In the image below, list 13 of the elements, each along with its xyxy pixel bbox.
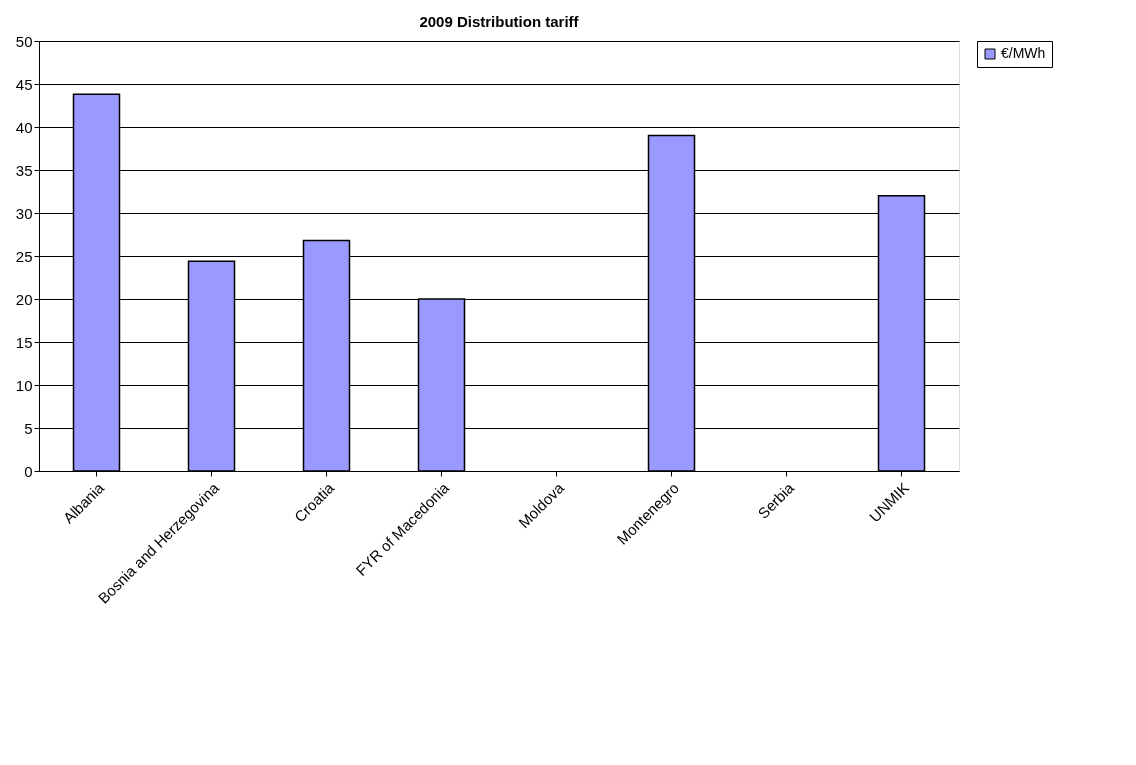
y-tick-label: 40 — [15, 118, 33, 136]
y-tick-label: 15 — [15, 333, 33, 351]
y-tick-label: 50 — [15, 32, 33, 50]
chart-title: 2009 Distribution tariff — [419, 13, 580, 30]
y-tick-label: 0 — [24, 462, 33, 480]
y-tick-label: 25 — [15, 247, 33, 265]
y-tick-label: 10 — [15, 376, 33, 394]
y-tick-label: 20 — [15, 290, 33, 308]
y-tick-label: 5 — [24, 419, 33, 437]
legend-label: €/MWh — [1001, 45, 1046, 61]
y-tick-label: 35 — [15, 161, 33, 179]
y-tick-label: 30 — [15, 204, 33, 222]
y-tick-label: 45 — [15, 75, 33, 93]
